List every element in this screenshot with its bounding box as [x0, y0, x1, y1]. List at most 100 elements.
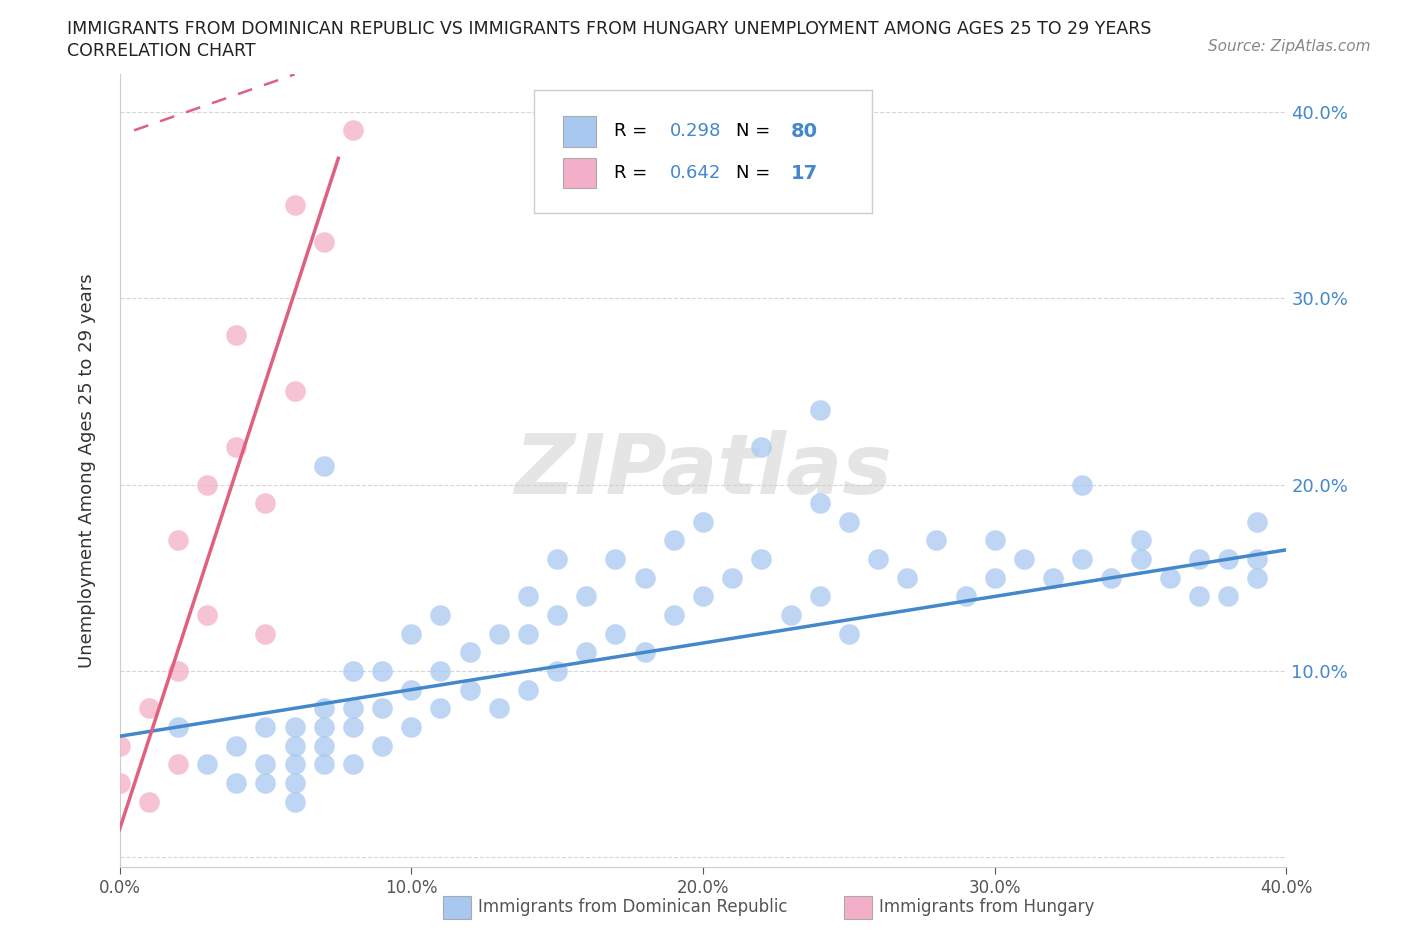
Point: [195, 757, 218, 772]
Point: [225, 776, 247, 790]
FancyBboxPatch shape: [562, 116, 596, 147]
Point: [1216, 551, 1240, 566]
Point: [108, 776, 131, 790]
Point: [166, 533, 188, 548]
Text: ZIPatlas: ZIPatlas: [515, 430, 891, 512]
Point: [605, 551, 627, 566]
Text: IMMIGRANTS FROM DOMINICAN REPUBLIC VS IMMIGRANTS FROM HUNGARY UNEMPLOYMENT AMONG: IMMIGRANTS FROM DOMINICAN REPUBLIC VS IM…: [67, 20, 1152, 38]
Text: R =: R =: [614, 165, 652, 182]
Point: [195, 477, 218, 492]
Point: [254, 776, 277, 790]
Point: [1188, 589, 1211, 604]
Text: 0.298: 0.298: [669, 123, 721, 140]
Point: [312, 738, 335, 753]
Point: [517, 626, 540, 641]
Point: [983, 533, 1005, 548]
Point: [342, 664, 364, 679]
Text: Source: ZipAtlas.com: Source: ZipAtlas.com: [1208, 39, 1371, 54]
Point: [225, 440, 247, 455]
Point: [225, 328, 247, 343]
Point: [662, 607, 685, 622]
Point: [254, 720, 277, 735]
Point: [283, 720, 307, 735]
Point: [312, 757, 335, 772]
Point: [488, 701, 510, 716]
Point: [1246, 570, 1268, 585]
Point: [896, 570, 918, 585]
Text: 80: 80: [792, 122, 818, 141]
Point: [108, 738, 131, 753]
Point: [254, 496, 277, 511]
Text: R =: R =: [614, 123, 652, 140]
Point: [517, 683, 540, 698]
Point: [983, 570, 1005, 585]
Point: [166, 720, 188, 735]
Point: [138, 701, 160, 716]
Point: [692, 589, 714, 604]
Point: [605, 626, 627, 641]
Point: [779, 607, 801, 622]
Point: [955, 589, 977, 604]
Text: 17: 17: [792, 164, 818, 183]
Text: N =: N =: [737, 165, 776, 182]
Text: 0.642: 0.642: [669, 165, 721, 182]
Point: [429, 701, 451, 716]
Point: [692, 514, 714, 529]
Point: [1159, 570, 1181, 585]
Point: [283, 776, 307, 790]
Point: [1246, 551, 1268, 566]
Point: [283, 738, 307, 753]
Point: [1071, 551, 1094, 566]
Point: [401, 683, 423, 698]
Point: [1129, 551, 1152, 566]
Point: [751, 551, 773, 566]
Point: [721, 570, 744, 585]
Point: [401, 720, 423, 735]
Point: [546, 551, 568, 566]
Point: [575, 644, 598, 659]
Point: [138, 794, 160, 809]
Point: [517, 589, 540, 604]
Point: [866, 551, 890, 566]
Point: [808, 589, 831, 604]
Point: [225, 738, 247, 753]
Text: Immigrants from Dominican Republic: Immigrants from Dominican Republic: [478, 897, 787, 916]
Text: CORRELATION CHART: CORRELATION CHART: [67, 42, 256, 60]
Point: [808, 403, 831, 418]
Point: [1188, 551, 1211, 566]
Point: [312, 234, 335, 249]
Point: [1099, 570, 1122, 585]
Point: [1012, 551, 1035, 566]
Point: [371, 701, 394, 716]
Point: [342, 701, 364, 716]
Point: [254, 757, 277, 772]
Point: [662, 533, 685, 548]
Point: [429, 607, 451, 622]
Point: [371, 738, 394, 753]
Point: [254, 626, 277, 641]
FancyBboxPatch shape: [562, 158, 596, 189]
Point: [312, 701, 335, 716]
Point: [401, 626, 423, 641]
Point: [166, 664, 188, 679]
Point: [1071, 477, 1094, 492]
Point: [312, 458, 335, 473]
Point: [458, 683, 481, 698]
Point: [166, 757, 188, 772]
Point: [838, 626, 860, 641]
Point: [751, 440, 773, 455]
Point: [458, 644, 481, 659]
Point: [488, 626, 510, 641]
Point: [925, 533, 948, 548]
Point: [283, 197, 307, 212]
Point: [283, 384, 307, 399]
Point: [808, 496, 831, 511]
Point: [283, 794, 307, 809]
Point: [342, 720, 364, 735]
Point: [575, 589, 598, 604]
Y-axis label: Unemployment Among Ages 25 to 29 years: Unemployment Among Ages 25 to 29 years: [77, 273, 96, 668]
Point: [195, 607, 218, 622]
Point: [1216, 589, 1240, 604]
Text: N =: N =: [737, 123, 776, 140]
Point: [1042, 570, 1064, 585]
